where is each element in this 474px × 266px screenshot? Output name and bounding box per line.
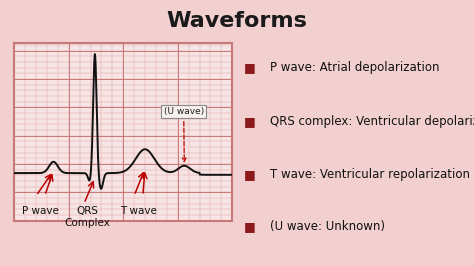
Text: T wave: T wave (120, 206, 157, 216)
Text: ■: ■ (244, 115, 255, 128)
Text: QRS complex: Ventricular depolarization: QRS complex: Ventricular depolarization (270, 115, 474, 128)
Text: ■: ■ (244, 168, 255, 181)
Text: (U wave: Unknown): (U wave: Unknown) (270, 220, 384, 233)
Text: QRS
Complex: QRS Complex (64, 206, 110, 228)
Text: Waveforms: Waveforms (166, 11, 308, 31)
Text: ■: ■ (244, 220, 255, 233)
Text: P wave: Atrial depolarization: P wave: Atrial depolarization (270, 61, 439, 74)
Text: ■: ■ (244, 61, 255, 74)
Text: T wave: Ventricular repolarization: T wave: Ventricular repolarization (270, 168, 470, 181)
Text: P wave: P wave (22, 206, 59, 216)
Text: (U wave): (U wave) (164, 107, 204, 161)
